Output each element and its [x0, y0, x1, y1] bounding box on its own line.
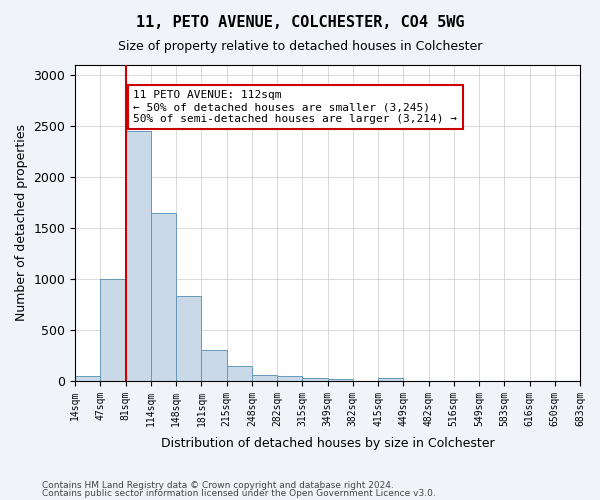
Text: 11, PETO AVENUE, COLCHESTER, CO4 5WG: 11, PETO AVENUE, COLCHESTER, CO4 5WG	[136, 15, 464, 30]
X-axis label: Distribution of detached houses by size in Colchester: Distribution of detached houses by size …	[161, 437, 494, 450]
Bar	[151, 213, 176, 381]
Bar	[176, 296, 202, 381]
Bar	[328, 379, 353, 381]
Bar	[125, 131, 151, 381]
Bar	[100, 279, 125, 381]
Bar	[302, 378, 328, 381]
Text: Contains public sector information licensed under the Open Government Licence v3: Contains public sector information licen…	[42, 488, 436, 498]
Bar	[202, 350, 227, 381]
Bar	[227, 366, 252, 381]
Bar	[252, 376, 277, 381]
Bar	[277, 376, 302, 381]
Text: Contains HM Land Registry data © Crown copyright and database right 2024.: Contains HM Land Registry data © Crown c…	[42, 481, 394, 490]
Bar	[378, 378, 403, 381]
Bar	[75, 376, 100, 381]
Text: 11 PETO AVENUE: 112sqm
← 50% of detached houses are smaller (3,245)
50% of semi-: 11 PETO AVENUE: 112sqm ← 50% of detached…	[133, 90, 457, 124]
Y-axis label: Number of detached properties: Number of detached properties	[15, 124, 28, 322]
Text: Size of property relative to detached houses in Colchester: Size of property relative to detached ho…	[118, 40, 482, 53]
